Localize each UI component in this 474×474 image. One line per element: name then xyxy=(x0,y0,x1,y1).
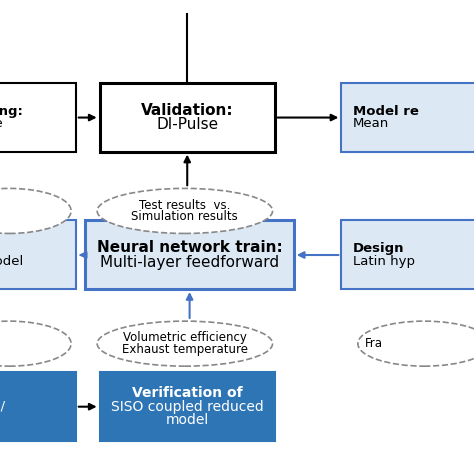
Text: odelling:: odelling: xyxy=(0,105,23,118)
Text: Neural network train:: Neural network train: xyxy=(97,240,283,255)
Ellipse shape xyxy=(358,321,474,366)
FancyBboxPatch shape xyxy=(100,83,275,152)
Text: Design: Design xyxy=(353,242,405,255)
Text: DI-Pulse: DI-Pulse xyxy=(156,118,219,132)
Ellipse shape xyxy=(0,321,71,366)
Text: Latin hyp: Latin hyp xyxy=(353,255,415,268)
FancyBboxPatch shape xyxy=(0,372,76,441)
Text: lue model: lue model xyxy=(0,255,24,268)
Ellipse shape xyxy=(97,188,273,233)
Text: Mean: Mean xyxy=(353,118,389,130)
Text: ulink®: ulink® xyxy=(0,413,3,426)
Text: loop w/: loop w/ xyxy=(0,400,6,413)
FancyBboxPatch shape xyxy=(0,83,76,152)
Text: Test results  vs.: Test results vs. xyxy=(139,199,230,212)
FancyBboxPatch shape xyxy=(341,220,474,289)
Text: Fra: Fra xyxy=(365,337,383,350)
Ellipse shape xyxy=(97,321,273,366)
FancyBboxPatch shape xyxy=(85,220,294,289)
Text: model: model xyxy=(165,413,209,427)
Text: Multi-layer feedforward: Multi-layer feedforward xyxy=(100,255,279,270)
Text: engine: engine xyxy=(0,118,3,130)
Text: Volumetric efficiency: Volumetric efficiency xyxy=(123,331,247,345)
Text: Verification of: Verification of xyxy=(132,386,243,400)
Text: Validation:: Validation: xyxy=(141,103,234,118)
Text: SISO coupled reduced: SISO coupled reduced xyxy=(111,400,264,414)
Text: Simulation results: Simulation results xyxy=(131,210,238,223)
Ellipse shape xyxy=(0,188,71,233)
FancyBboxPatch shape xyxy=(100,372,275,441)
FancyBboxPatch shape xyxy=(341,83,474,152)
Text: Model re: Model re xyxy=(353,105,419,118)
FancyBboxPatch shape xyxy=(0,220,76,289)
Text: Exhaust temperature: Exhaust temperature xyxy=(122,343,248,356)
